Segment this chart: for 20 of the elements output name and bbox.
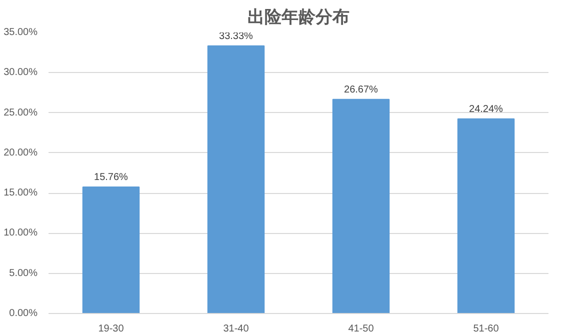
data-label: 15.76% — [94, 172, 128, 183]
y-tick-label: 0.00% — [9, 308, 38, 319]
data-label: 24.24% — [469, 104, 504, 115]
y-tick-label: 20.00% — [4, 147, 38, 158]
x-tick-label: 19-30 — [98, 324, 124, 334]
bar — [82, 186, 140, 314]
bar — [332, 98, 390, 314]
chart-title: 出险年龄分布 — [248, 8, 350, 28]
y-tick-label: 25.00% — [4, 107, 38, 118]
y-tick-label: 35.00% — [4, 27, 38, 38]
x-tick-label: 31-40 — [223, 324, 250, 334]
y-tick-label: 30.00% — [4, 67, 38, 78]
x-tick-label: 41-50 — [348, 324, 374, 334]
bar — [207, 45, 265, 314]
y-tick-label: 10.00% — [4, 228, 38, 239]
y-tick-label: 5.00% — [9, 268, 38, 279]
y-tick-label: 15.00% — [4, 188, 38, 199]
data-label: 26.67% — [344, 84, 378, 96]
bar — [457, 118, 515, 314]
x-tick-label: 51-60 — [473, 324, 500, 334]
